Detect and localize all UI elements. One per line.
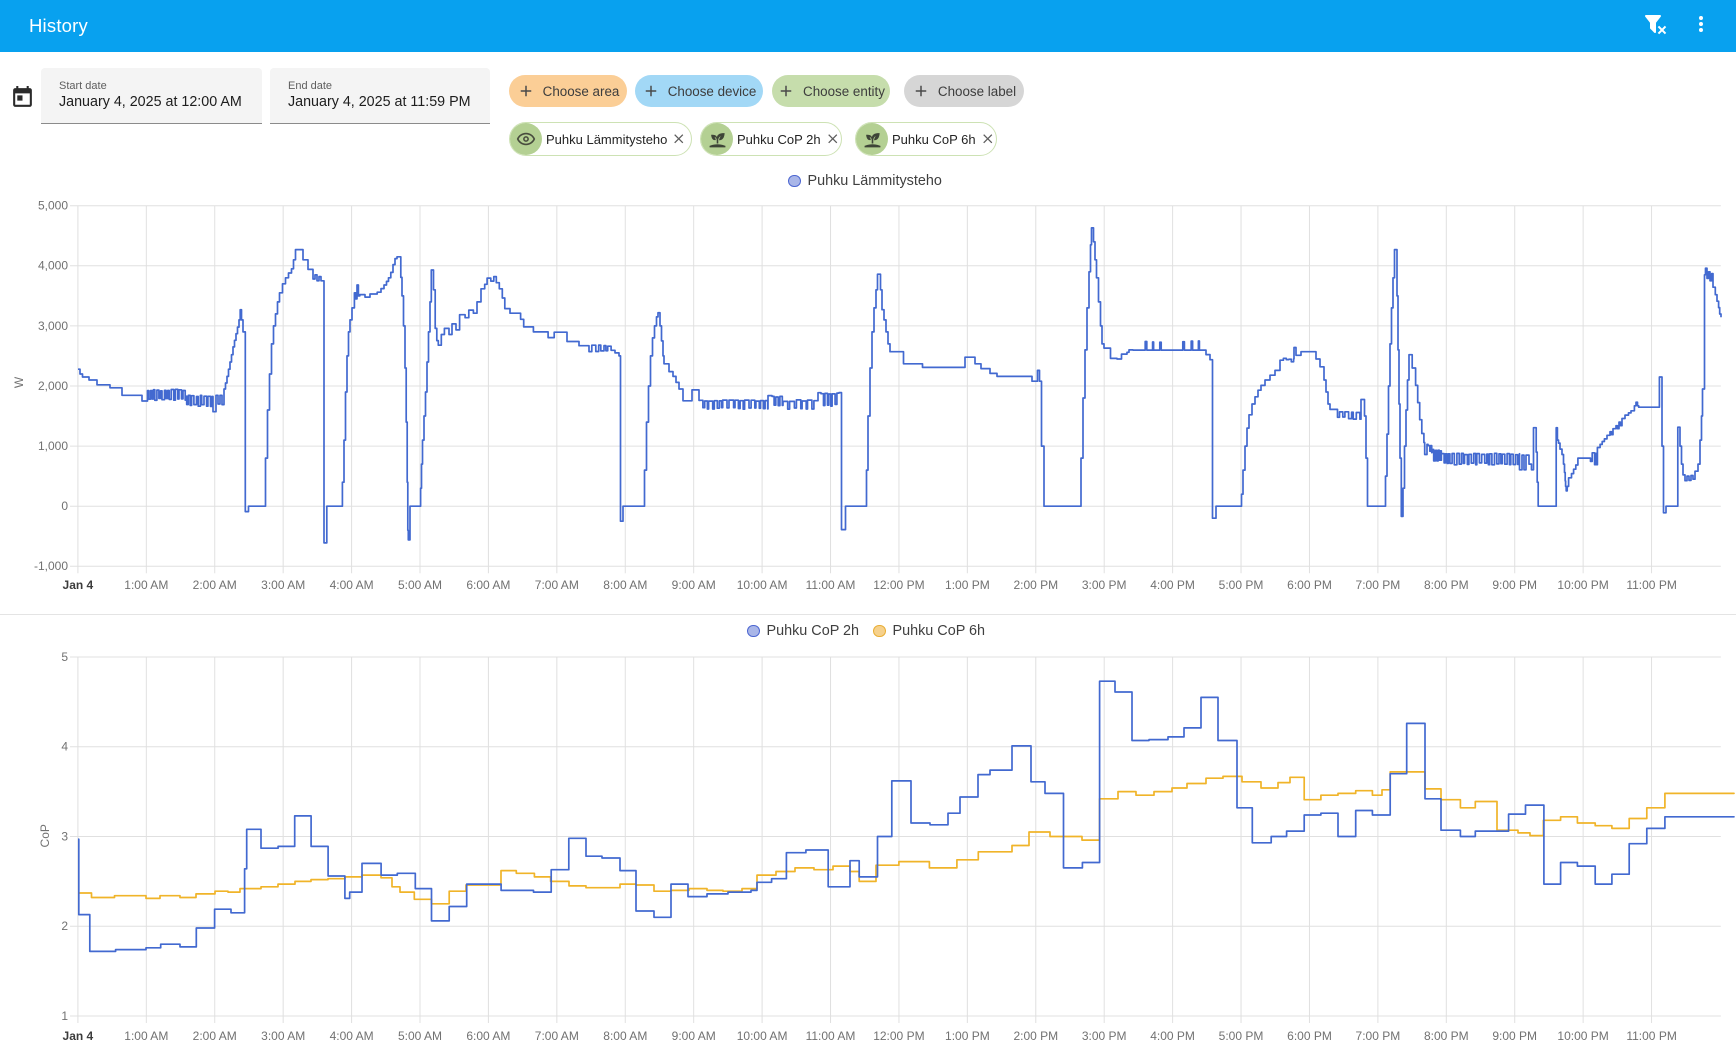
svg-text:9:00 AM: 9:00 AM	[672, 578, 716, 592]
svg-text:11:00 PM: 11:00 PM	[1626, 1029, 1676, 1043]
svg-text:10:00 PM: 10:00 PM	[1557, 578, 1608, 592]
svg-text:1:00 AM: 1:00 AM	[124, 578, 168, 592]
svg-text:Jan 4: Jan 4	[63, 1029, 94, 1043]
svg-text:1:00 PM: 1:00 PM	[945, 578, 990, 592]
svg-text:10:00 AM: 10:00 AM	[737, 1029, 788, 1043]
svg-text:10:00 AM: 10:00 AM	[737, 578, 788, 592]
svg-text:2:00 AM: 2:00 AM	[193, 578, 237, 592]
svg-text:2:00 PM: 2:00 PM	[1013, 1029, 1058, 1043]
svg-text:3:00 AM: 3:00 AM	[261, 1029, 305, 1043]
svg-text:2:00 AM: 2:00 AM	[193, 1029, 237, 1043]
svg-text:6:00 PM: 6:00 PM	[1287, 578, 1332, 592]
svg-text:5:00 PM: 5:00 PM	[1219, 1029, 1264, 1043]
svg-text:2,000: 2,000	[38, 379, 68, 393]
svg-text:12:00 PM: 12:00 PM	[873, 578, 924, 592]
svg-text:4:00 PM: 4:00 PM	[1150, 578, 1195, 592]
svg-text:5: 5	[61, 650, 68, 664]
svg-text:3: 3	[61, 829, 68, 843]
svg-text:2: 2	[61, 919, 68, 933]
svg-text:1:00 PM: 1:00 PM	[945, 1029, 990, 1043]
svg-text:6:00 AM: 6:00 AM	[466, 1029, 510, 1043]
svg-text:7:00 AM: 7:00 AM	[535, 578, 579, 592]
svg-text:4:00 AM: 4:00 AM	[330, 1029, 374, 1043]
svg-text:7:00 PM: 7:00 PM	[1356, 578, 1401, 592]
svg-text:5:00 AM: 5:00 AM	[398, 1029, 442, 1043]
svg-text:7:00 PM: 7:00 PM	[1356, 1029, 1401, 1043]
svg-text:8:00 AM: 8:00 AM	[603, 1029, 647, 1043]
svg-text:3,000: 3,000	[38, 319, 68, 333]
svg-text:10:00 PM: 10:00 PM	[1557, 1029, 1608, 1043]
svg-text:3:00 AM: 3:00 AM	[261, 578, 305, 592]
svg-text:5:00 AM: 5:00 AM	[398, 578, 442, 592]
svg-text:6:00 PM: 6:00 PM	[1287, 1029, 1332, 1043]
svg-text:Jan 4: Jan 4	[63, 578, 94, 592]
svg-text:11:00 AM: 11:00 AM	[806, 578, 856, 592]
svg-text:8:00 PM: 8:00 PM	[1424, 1029, 1469, 1043]
svg-text:9:00 PM: 9:00 PM	[1492, 578, 1537, 592]
svg-text:9:00 AM: 9:00 AM	[672, 1029, 716, 1043]
svg-text:CoP: CoP	[38, 824, 52, 847]
svg-text:6:00 AM: 6:00 AM	[466, 578, 510, 592]
svg-text:8:00 PM: 8:00 PM	[1424, 578, 1469, 592]
svg-text:8:00 AM: 8:00 AM	[603, 578, 647, 592]
svg-text:4:00 PM: 4:00 PM	[1150, 1029, 1195, 1043]
svg-text:4: 4	[61, 740, 68, 754]
svg-text:9:00 PM: 9:00 PM	[1492, 1029, 1537, 1043]
svg-text:-1,000: -1,000	[34, 559, 68, 573]
svg-text:3:00 PM: 3:00 PM	[1082, 578, 1127, 592]
svg-text:2:00 PM: 2:00 PM	[1013, 578, 1058, 592]
svg-text:W: W	[12, 376, 26, 388]
svg-text:1:00 AM: 1:00 AM	[124, 1029, 168, 1043]
svg-text:7:00 AM: 7:00 AM	[535, 1029, 579, 1043]
svg-text:12:00 PM: 12:00 PM	[873, 1029, 924, 1043]
svg-text:5,000: 5,000	[38, 199, 68, 213]
svg-text:11:00 PM: 11:00 PM	[1626, 578, 1676, 592]
svg-text:1,000: 1,000	[38, 439, 68, 453]
svg-text:0: 0	[61, 499, 68, 513]
svg-text:11:00 AM: 11:00 AM	[806, 1029, 856, 1043]
svg-text:4:00 AM: 4:00 AM	[330, 578, 374, 592]
svg-text:5:00 PM: 5:00 PM	[1219, 578, 1264, 592]
svg-text:3:00 PM: 3:00 PM	[1082, 1029, 1127, 1043]
svg-text:1: 1	[61, 1009, 68, 1023]
svg-text:4,000: 4,000	[38, 259, 68, 273]
